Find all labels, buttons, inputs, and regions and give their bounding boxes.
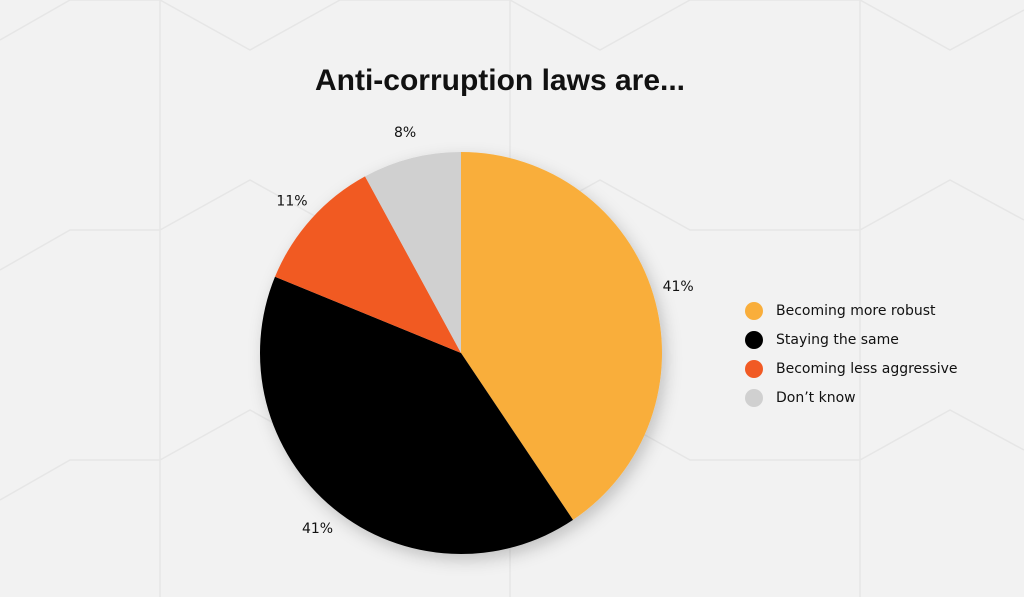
legend-marker (745, 302, 763, 320)
legend-label: Staying the same (776, 332, 899, 348)
data-label: 8% (394, 125, 416, 141)
pie-slice (259, 276, 573, 554)
legend-label: Becoming less aggressive (776, 361, 958, 377)
legend-label: Don’t know (776, 390, 856, 406)
legend-label: Becoming more robust (776, 303, 936, 319)
pie (259, 152, 662, 554)
legend-marker (745, 331, 763, 349)
data-label: 41% (663, 279, 694, 295)
data-label: 11% (276, 193, 307, 209)
pie-slice (275, 176, 461, 353)
pie-slice (365, 152, 461, 353)
legend-marker (745, 360, 763, 378)
legend-marker (745, 389, 763, 407)
chart-title: Anti-corruption laws are... (315, 64, 685, 97)
pie-slice (461, 152, 662, 520)
data-label: 41% (302, 521, 333, 537)
